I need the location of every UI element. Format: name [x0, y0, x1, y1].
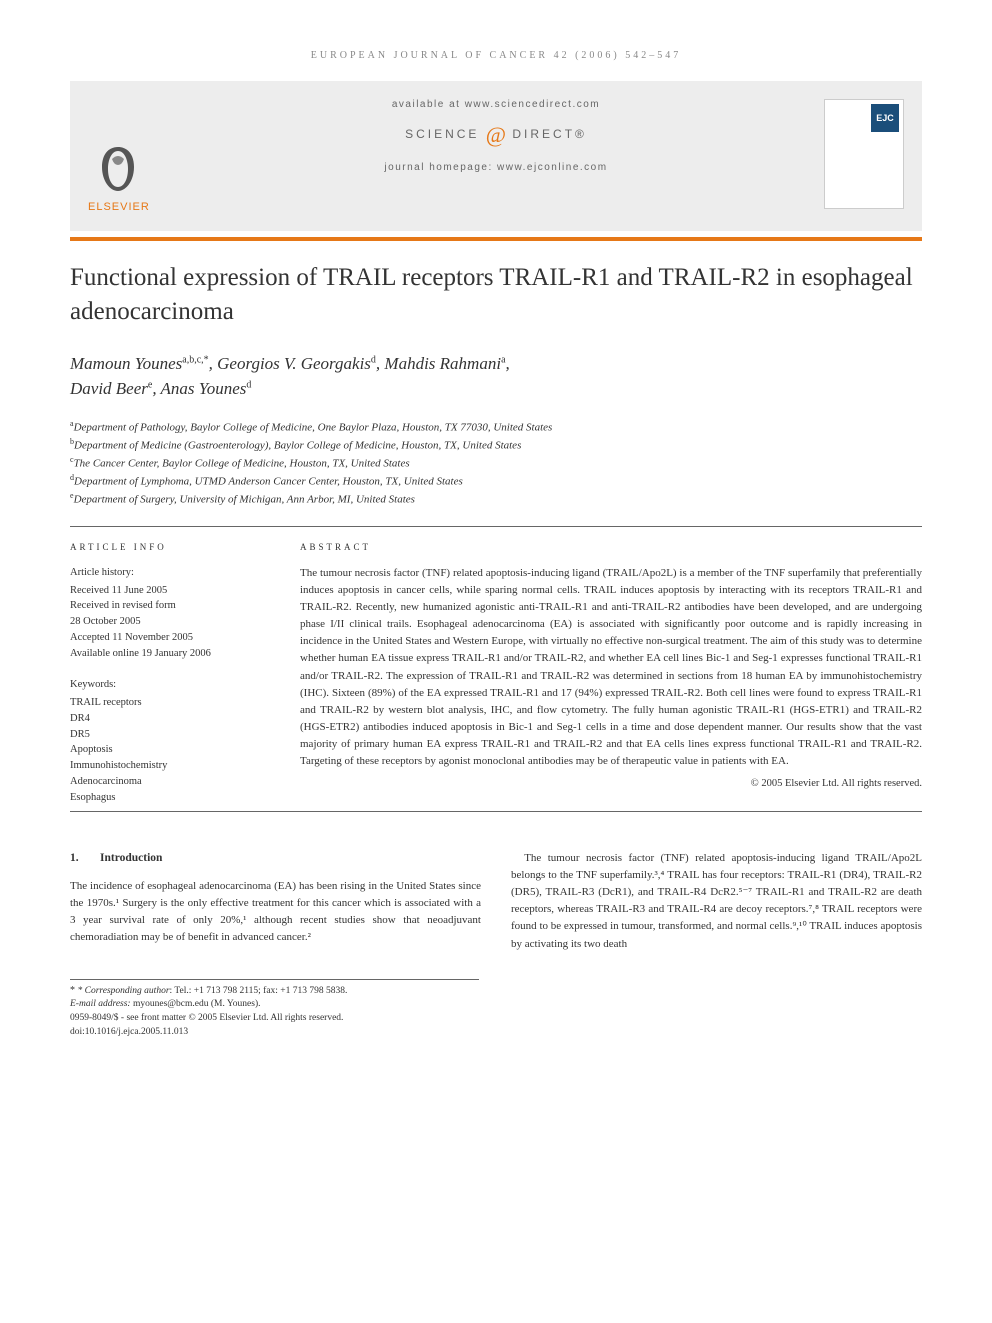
- article-info-heading: ARTICLE INFO: [70, 541, 270, 555]
- divider: [70, 811, 922, 812]
- footnotes: * * Corresponding author: Tel.: +1 713 7…: [70, 979, 479, 1040]
- author-3: Mahdis Rahmani: [384, 354, 501, 373]
- author-1-aff: a,b,c,*: [182, 354, 208, 365]
- keyword: Adenocarcinoma: [70, 774, 270, 790]
- elsevier-logo: ELSEVIER: [88, 139, 158, 213]
- copyright-line: © 2005 Elsevier Ltd. All rights reserved…: [300, 776, 922, 792]
- journal-cover-thumbnail: EJC: [824, 99, 904, 209]
- email-line: E-mail address: myounes@bcm.edu (M. Youn…: [70, 998, 479, 1012]
- affiliation-b: bDepartment of Medicine (Gastroenterolog…: [70, 436, 922, 454]
- corresponding-author: * * Corresponding author: Tel.: +1 713 7…: [70, 984, 479, 999]
- journal-header-block: ELSEVIER available at www.sciencedirect.…: [70, 81, 922, 231]
- author-1: Mamoun Younes: [70, 354, 182, 373]
- keywords-label: Keywords:: [70, 677, 270, 693]
- keyword: TRAIL receptors: [70, 695, 270, 711]
- article-history-block: Article history: Received 11 June 2005 R…: [70, 565, 270, 662]
- front-matter-line: 0959-8049/$ - see front matter © 2005 El…: [70, 1012, 479, 1026]
- keyword: DR5: [70, 727, 270, 743]
- section-number: 1.: [70, 850, 100, 868]
- keyword: Esophagus: [70, 790, 270, 806]
- history-line: Available online 19 January 2006: [70, 646, 270, 662]
- author-2: Georgios V. Georgakis: [217, 354, 371, 373]
- keywords-block: Keywords: TRAIL receptors DR4 DR5 Apopto…: [70, 677, 270, 805]
- history-label: Article history:: [70, 565, 270, 581]
- sd-right: DIRECT®: [512, 127, 587, 141]
- affiliations-list: aDepartment of Pathology, Baylor College…: [70, 418, 922, 509]
- journal-homepage-text: journal homepage: www.ejconline.com: [88, 162, 904, 173]
- authors-list: Mamoun Younesa,b,c,*, Georgios V. Georga…: [70, 351, 922, 402]
- affiliation-c: cThe Cancer Center, Baylor College of Me…: [70, 454, 922, 472]
- history-line: 28 October 2005: [70, 614, 270, 630]
- abstract-text: The tumour necrosis factor (TNF) related…: [300, 565, 922, 770]
- affiliation-a: aDepartment of Pathology, Baylor College…: [70, 418, 922, 436]
- body-paragraph: The tumour necrosis factor (TNF) related…: [511, 850, 922, 952]
- keyword: Apoptosis: [70, 742, 270, 758]
- header-center: available at www.sciencedirect.com SCIEN…: [88, 99, 904, 173]
- history-line: Received 11 June 2005: [70, 583, 270, 599]
- history-line: Received in revised form: [70, 598, 270, 614]
- info-abstract-row: ARTICLE INFO Article history: Received 1…: [70, 541, 922, 805]
- keyword: DR4: [70, 711, 270, 727]
- article-title: Functional expression of TRAIL receptors…: [70, 261, 922, 329]
- body-columns: 1.Introduction The incidence of esophage…: [70, 850, 922, 952]
- body-paragraph: The incidence of esophageal adenocarcino…: [70, 878, 481, 946]
- affiliation-d: dDepartment of Lymphoma, UTMD Anderson C…: [70, 472, 922, 490]
- available-at-text: available at www.sciencedirect.com: [88, 99, 904, 110]
- column-right: The tumour necrosis factor (TNF) related…: [511, 850, 922, 952]
- asterisk-icon: *: [70, 985, 78, 996]
- affiliation-e: eDepartment of Surgery, University of Mi…: [70, 490, 922, 508]
- elsevier-logo-text: ELSEVIER: [88, 201, 158, 213]
- history-line: Accepted 11 November 2005: [70, 630, 270, 646]
- keyword: Immunohistochemistry: [70, 758, 270, 774]
- email-link[interactable]: myounes@bcm.edu: [133, 999, 209, 1009]
- doi-line: doi:10.1016/j.ejca.2005.11.013: [70, 1026, 479, 1040]
- author-5: Anas Younes: [161, 379, 247, 398]
- abstract-heading: ABSTRACT: [300, 541, 922, 555]
- sd-at-icon: @: [486, 122, 506, 147]
- author-5-aff: d: [246, 379, 251, 390]
- section-title: Introduction: [100, 852, 162, 864]
- column-left: 1.Introduction The incidence of esophage…: [70, 850, 481, 952]
- sciencedirect-logo: SCIENCE @ DIRECT®: [88, 122, 904, 148]
- abstract-column: ABSTRACT The tumour necrosis factor (TNF…: [300, 541, 922, 805]
- running-head: EUROPEAN JOURNAL OF CANCER 42 (2006) 542…: [70, 50, 922, 61]
- ejc-badge: EJC: [871, 104, 899, 132]
- author-4: David Beer: [70, 379, 148, 398]
- section-heading-introduction: 1.Introduction: [70, 850, 481, 868]
- article-info-column: ARTICLE INFO Article history: Received 1…: [70, 541, 270, 805]
- divider: [70, 526, 922, 527]
- accent-divider: [70, 237, 922, 241]
- sd-left: SCIENCE: [405, 127, 479, 141]
